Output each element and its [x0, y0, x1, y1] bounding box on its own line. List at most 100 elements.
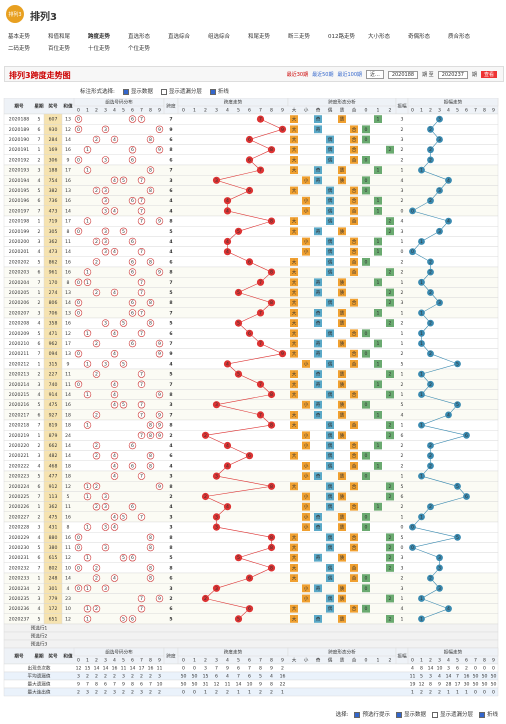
nav-link[interactable]: 和值和尾 [48, 34, 71, 40]
form-mark [338, 411, 346, 419]
nav-link[interactable]: 断三走势 [288, 34, 311, 40]
form-mark-label: 质 [340, 513, 345, 520]
nav-link[interactable]: 直选综合 [168, 34, 191, 40]
span-ball-label: 7 [259, 310, 262, 316]
form-mark-label: 大 [292, 218, 297, 225]
issue: 2020213 [9, 372, 30, 378]
form-mark-label: 奇 [316, 513, 321, 520]
option[interactable]: 显示遗漏分层 [431, 710, 473, 718]
option[interactable]: 折线 [478, 710, 498, 718]
nav-link[interactable]: 012路走势 [328, 34, 355, 40]
amp-ball-label: 0 [411, 208, 414, 214]
option[interactable]: 预选行提示 [354, 710, 390, 718]
nav-link[interactable]: 跨度走势 [88, 34, 111, 40]
span-value: 4 [169, 208, 172, 214]
amp-value: 2 [401, 463, 404, 469]
digit-ball [74, 299, 83, 307]
stat-value: 50 [181, 674, 187, 680]
stat-value: 1 [281, 690, 284, 696]
nav-link[interactable]: 组选综合 [208, 34, 231, 40]
nav-link[interactable]: 直选形态 [128, 34, 151, 40]
span-ball [267, 421, 276, 429]
recent-link[interactable]: 最近50期 [312, 72, 334, 78]
form-mark-label: 大 [292, 167, 297, 174]
span-ball [245, 258, 254, 266]
digit-ball-label: 3 [104, 208, 107, 214]
stat-value: 10 [437, 666, 443, 672]
amp-value: 2 [401, 351, 404, 357]
nav-link[interactable]: 二码走势 [8, 46, 31, 52]
query-button[interactable]: 查看 [480, 71, 497, 78]
week: 2 [38, 372, 41, 378]
form-mark [314, 584, 322, 593]
stat-value: 3 [204, 666, 207, 672]
digit-ball-label: 2 [95, 239, 98, 245]
draw-number: 274 [49, 290, 58, 296]
sum: 14 [65, 208, 71, 214]
digit-ball [74, 533, 83, 541]
form-mark-label: 合 [352, 207, 357, 214]
form-mark [290, 227, 298, 236]
span-ball [245, 156, 254, 164]
digit-header: 9 [158, 658, 161, 664]
nav-link[interactable]: 十位走势 [88, 46, 111, 52]
option[interactable]: 显示数据 [122, 87, 153, 95]
form-mark [338, 492, 346, 501]
nav-link[interactable]: 质合形态 [448, 34, 471, 40]
nav-link[interactable]: 基本走势 [8, 34, 31, 40]
recent-link[interactable]: 最近30期 [286, 72, 309, 78]
form-mark-label: 小 [304, 462, 309, 469]
digit-ball [101, 156, 110, 164]
week: 6 [38, 198, 41, 204]
week: 6 [38, 127, 41, 133]
digit-ball [137, 370, 146, 378]
recent-link[interactable]: 最近100期 [337, 72, 363, 78]
form-mark-label: 偶 [328, 360, 333, 367]
option[interactable]: 折线 [209, 87, 229, 95]
period-select[interactable]: 近... [366, 70, 384, 79]
stat-value: 12 [419, 682, 425, 688]
nav-link[interactable]: 大小形态 [368, 34, 391, 40]
week: 5 [38, 402, 41, 408]
nav-link[interactable]: 奇偶形态 [408, 34, 431, 40]
option[interactable]: 显示遗漏分层 [160, 87, 202, 95]
form-mark-label: 2 [389, 229, 392, 235]
form-mark-label: 偶 [328, 248, 333, 255]
digit-ball [83, 615, 92, 623]
draw-number: 651 [49, 616, 58, 622]
panel-bar: 排列3跨度走势图 最近30期 最近50期 最近100期 近... 2020188… [4, 66, 504, 82]
form-mark [290, 258, 298, 266]
draw-number: 879 [49, 433, 58, 439]
to-input[interactable]: 2020237 [437, 70, 468, 79]
digit-ball [110, 135, 119, 144]
digit-header: 9 [281, 658, 284, 664]
form-mark [386, 482, 394, 491]
stat-value: 15 [203, 674, 209, 680]
amp-value: 6 [401, 494, 404, 500]
amp-ball-label: 3 [438, 565, 441, 571]
digit-ball [74, 156, 83, 164]
digit-ball [119, 513, 128, 521]
sum: 18 [65, 412, 71, 418]
span-value: 5 [169, 321, 172, 327]
form-mark-label: 小 [304, 177, 309, 184]
digit-ball [92, 564, 101, 572]
from-input[interactable]: 2020188 [387, 70, 419, 79]
form-mark-label: 大 [292, 381, 297, 388]
form-mark [326, 451, 334, 460]
digit-ball [83, 217, 92, 225]
nav-link[interactable]: 个位走势 [128, 46, 151, 52]
digit-ball-label: 0 [77, 565, 80, 571]
nav-link[interactable]: 和尾走势 [248, 34, 271, 40]
form-mark-label: 合 [352, 156, 357, 163]
draw-number: 188 [49, 168, 58, 174]
nav-link[interactable]: 百位走势 [48, 46, 71, 52]
digit-header: 3 [104, 658, 107, 664]
sum: 14 [65, 300, 71, 306]
digit-ball [83, 482, 92, 490]
week: 7 [38, 351, 41, 357]
form-mark-label: 大 [292, 299, 297, 306]
digit-header: 9 [492, 108, 495, 114]
option[interactable]: 显示数据 [395, 710, 426, 718]
form-mark-label: 大 [292, 136, 297, 143]
